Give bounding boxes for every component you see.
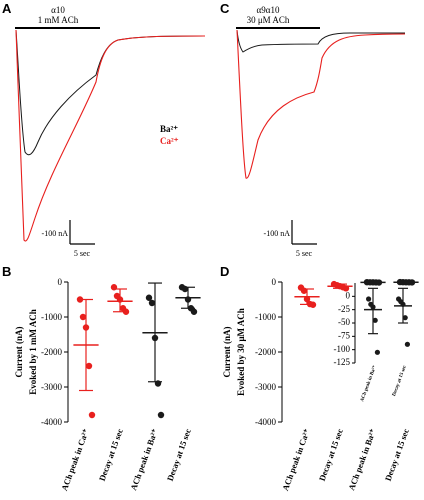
data-point [303, 295, 311, 303]
data-point [151, 334, 159, 342]
data-point [82, 324, 90, 331]
panel-a-concentration: 1 mM ACh [38, 15, 79, 25]
y-axis-label: Current (nA) [14, 326, 24, 377]
y-tick-label: -25 [338, 304, 350, 314]
data-point [370, 304, 376, 310]
data-point [79, 313, 87, 321]
data-point [148, 299, 156, 307]
y-axis-label: Evoked by 30 μM ACh [236, 308, 246, 396]
y-tick-label: -4000 [255, 417, 276, 427]
data-point [402, 315, 408, 321]
data-point [400, 301, 406, 307]
category-label: Decay at 15 sec [317, 427, 345, 482]
panel-letter-a: A [2, 1, 12, 16]
y-tick-label: 0 [272, 277, 277, 287]
y-tick-label: -3000 [255, 382, 276, 392]
data-point [154, 380, 162, 387]
legend-ba: Ba²⁺ [160, 124, 178, 134]
category-label: ACh peak in Ba²⁺ [346, 427, 378, 492]
y-tick-label: -100 [334, 344, 351, 354]
data-point [145, 294, 153, 301]
category-label: Decay at 15 sec [165, 427, 193, 482]
panel-letter-b: B [2, 264, 11, 279]
data-point [157, 411, 165, 419]
data-point [342, 285, 350, 292]
y-tick-label: -50 [338, 317, 350, 327]
panel-a: A α10 1 mM ACh Ba²⁺ Ca²⁺ -100 nA 5 sec [2, 1, 206, 258]
panel-a-receptor: α10 [51, 5, 65, 15]
y-tick-label: 0 [346, 290, 351, 300]
panel-c-scale-x-label: 5 sec [296, 249, 313, 258]
panel-c-ba-trace [236, 29, 405, 53]
chart-d-inset: 0 -25 -50 -75 -100 -125 ACh peak in Ba²⁺ Decay … [334, 283, 412, 403]
data-point [309, 301, 317, 308]
category-label: Decay at 15 sec [392, 364, 408, 397]
y-axis-label: Current (nA) [222, 326, 232, 377]
panel-c-scale-y-label: -100 nA [264, 229, 291, 238]
panel-c-receptor: α9α10 [257, 5, 280, 15]
panel-a-ca-trace [15, 29, 206, 242]
category-label: ACh peak in Ba²⁺ [128, 427, 160, 492]
panel-b: B 0 -1000 -2000 -3000 -4000 Current (nA) Evoke… [2, 264, 201, 492]
chart-b: 0 -1000 -2000 -3000 -4000 Current (nA) Evoked … [14, 277, 201, 492]
data-point [190, 308, 198, 315]
data-point [404, 341, 410, 347]
data-point [300, 287, 308, 294]
y-tick-label: -75 [338, 330, 350, 340]
y-tick-label: -2000 [41, 347, 62, 357]
panel-letter-c: C [220, 1, 230, 16]
data-point [85, 362, 93, 370]
data-point [408, 279, 416, 286]
category-label: Decay at 15 sec [383, 427, 411, 482]
data-point [375, 279, 383, 286]
data-point [374, 349, 380, 355]
panel-c: C α9α10 30 μM ACh -100 nA 5 sec [220, 1, 406, 258]
y-tick-label: -125 [334, 357, 351, 367]
category-label: ACh peak in Ca²⁺ [59, 427, 91, 492]
y-tick-label: 0 [58, 277, 63, 287]
category-label: ACh peak in Ba²⁺ [359, 364, 378, 402]
category-label: Decay at 15 sec [97, 427, 125, 482]
y-axis-label: Evoked by 1 mM ACh [28, 309, 38, 395]
data-point [181, 285, 189, 293]
data-point [116, 296, 124, 303]
data-point [184, 296, 192, 303]
panel-a-scale-x-label: 5 sec [74, 249, 91, 258]
data-point [76, 296, 84, 303]
panel-a-scale-y-label: -100 nA [42, 229, 69, 238]
y-tick-label: -4000 [41, 417, 62, 427]
data-point [372, 317, 378, 323]
y-tick-label: -1000 [41, 312, 62, 322]
legend-ca: Ca²⁺ [160, 136, 179, 146]
data-point [88, 411, 96, 419]
data-point [366, 296, 372, 302]
y-tick-label: -3000 [41, 382, 62, 392]
panel-c-ca-trace [236, 29, 406, 179]
category-label: ACh peak in Ca²⁺ [280, 427, 312, 492]
data-point [122, 308, 130, 315]
data-point [110, 284, 118, 291]
y-tick-label: -1000 [255, 312, 276, 322]
panel-letter-d: D [220, 264, 229, 279]
panel-c-concentration: 30 μM ACh [247, 15, 290, 25]
y-tick-label: -2000 [255, 347, 276, 357]
